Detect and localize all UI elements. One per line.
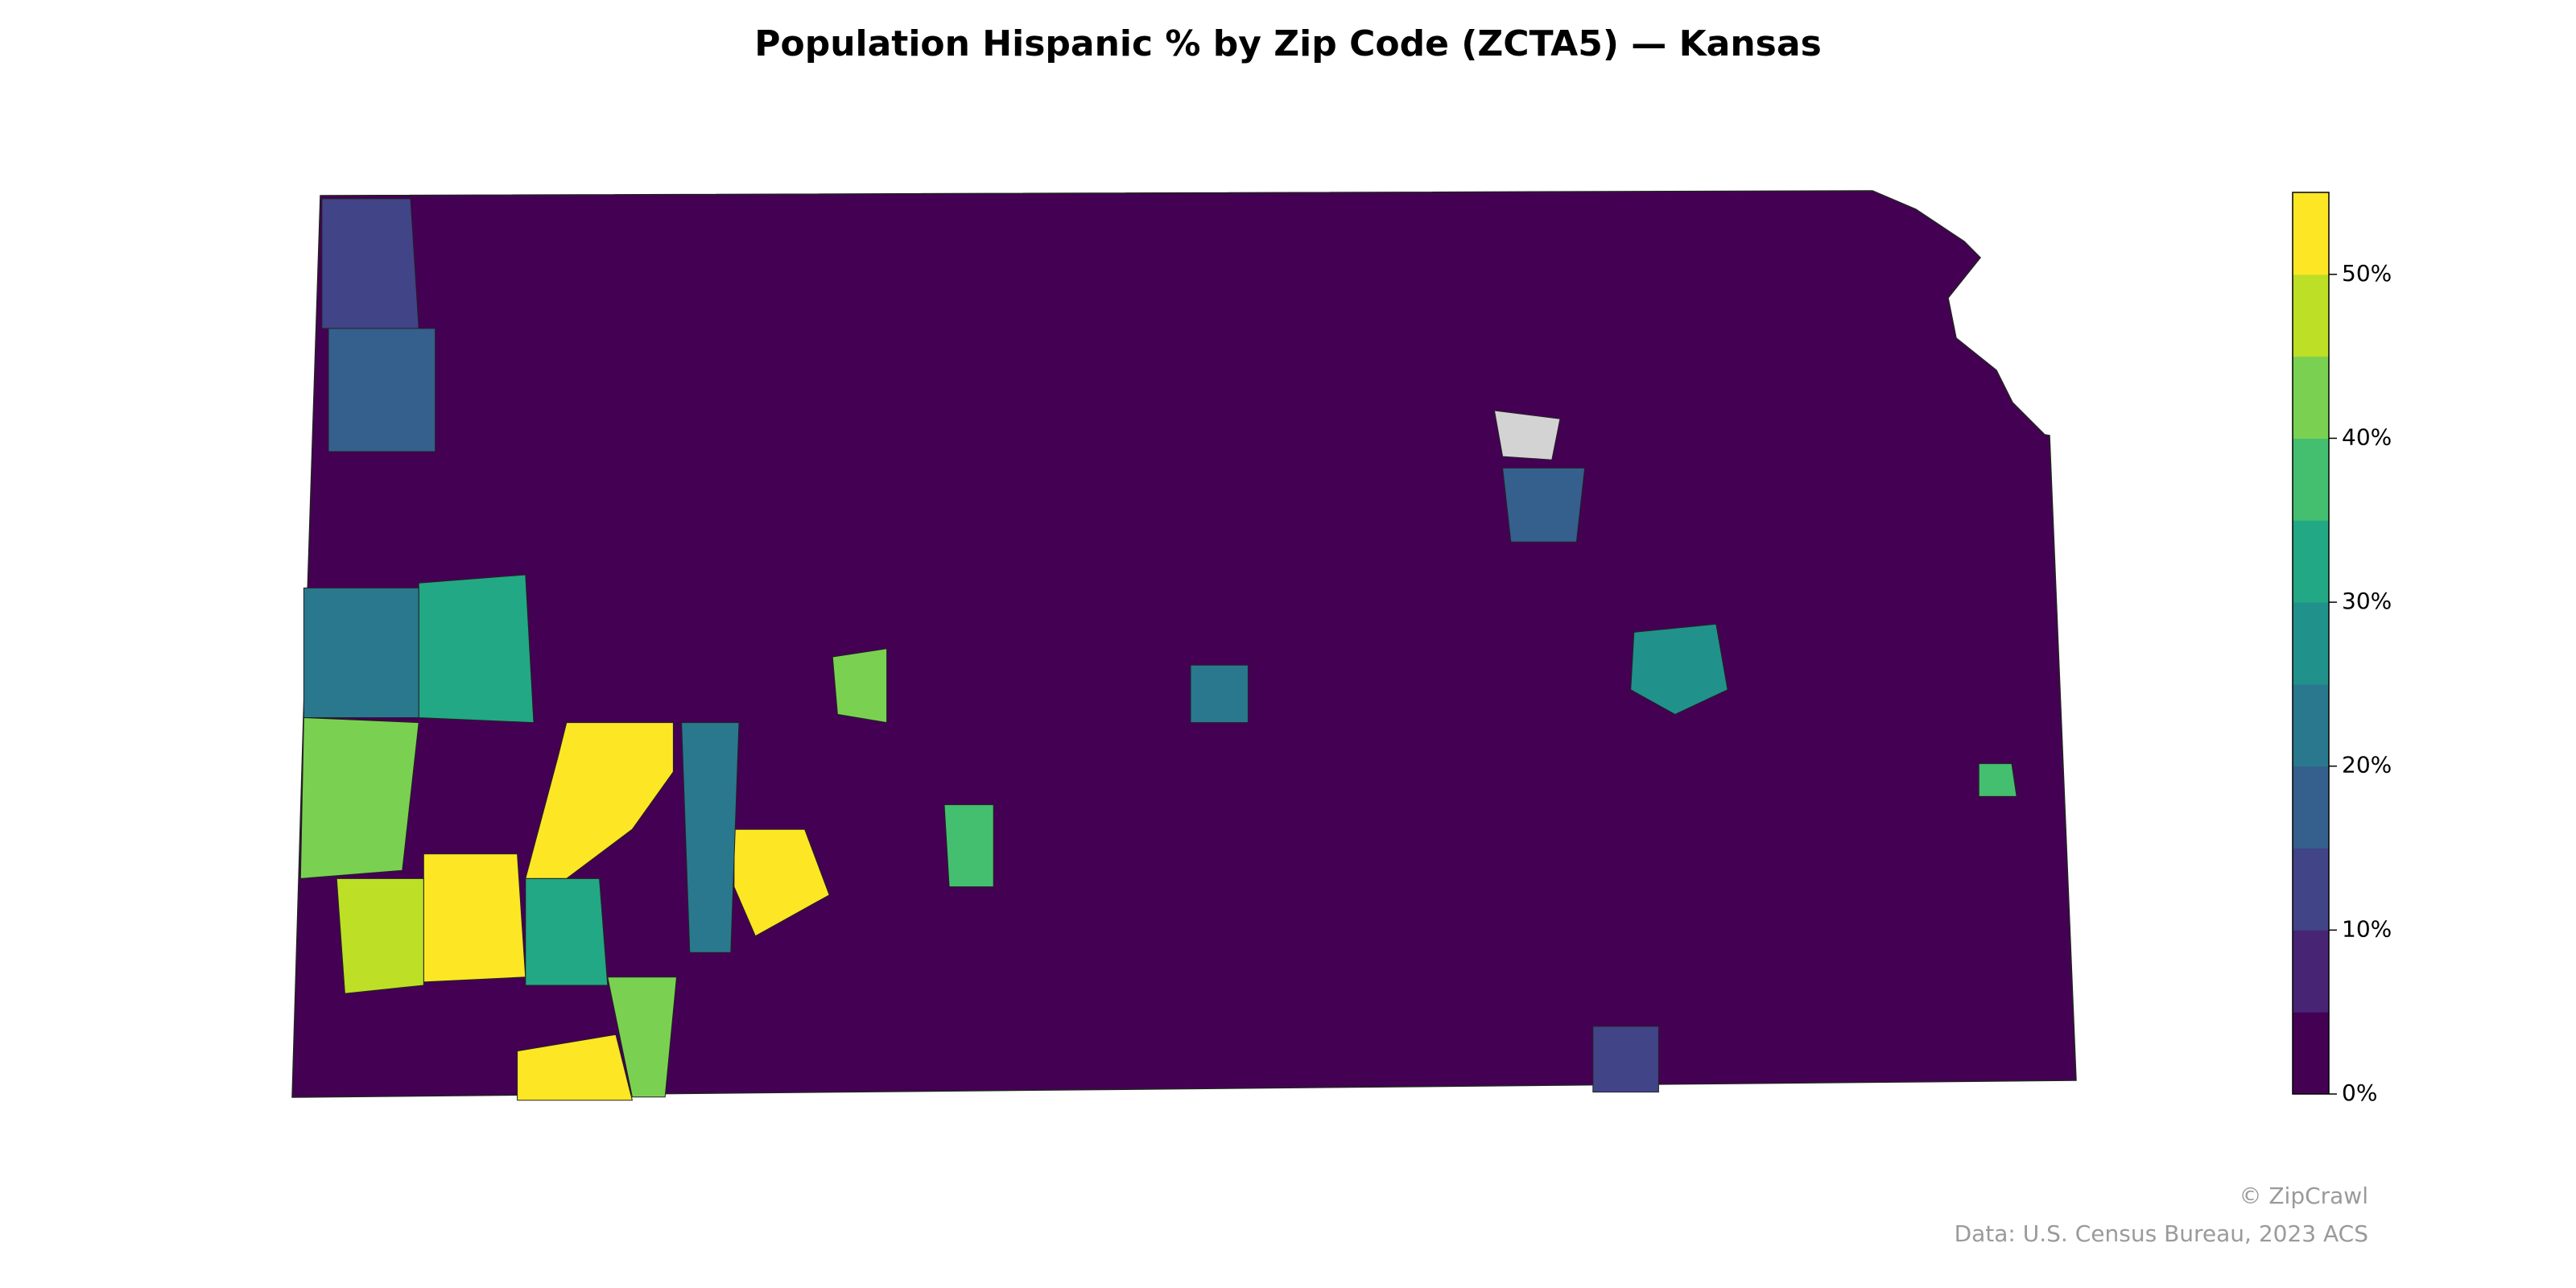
colorbar: 0% 10% 20% 30% 40% 50%: [2292, 192, 2392, 1106]
zip-region: [299, 716, 419, 879]
zip-region: [1978, 763, 2017, 797]
source: Data: U.S. Census Bureau, 2023 ACS: [1955, 1220, 2368, 1247]
colorbar-band: [2293, 848, 2329, 931]
zip-region: [517, 1034, 634, 1101]
colorbar-band: [2293, 683, 2329, 767]
credit: © ZipCrawl: [2239, 1183, 2368, 1209]
zip-region: [423, 853, 526, 983]
zip-region: [525, 877, 609, 986]
chart-title: Population Hispanic % by Zip Code (ZCTA5…: [754, 23, 1822, 64]
regions: [299, 198, 2017, 1101]
colorbar-band: [2293, 274, 2329, 357]
colorbar-band: [2293, 766, 2329, 849]
zip-region: [1592, 1026, 1659, 1093]
zip-region: [607, 976, 678, 1098]
colorbar-tick-label: 30%: [2342, 588, 2392, 614]
colorbar-tick-label: 20%: [2342, 752, 2392, 778]
zip-region: [1630, 623, 1728, 715]
colorbar-tick-label: 10%: [2342, 915, 2392, 942]
colorbar-band: [2293, 520, 2329, 603]
zip-region: [1190, 664, 1249, 724]
colorbar-band: [2293, 356, 2329, 439]
zip-region: [525, 722, 674, 879]
zip-region: [943, 804, 994, 888]
colorbar-band: [2293, 1012, 2329, 1095]
colorbar-band: [2293, 438, 2329, 521]
zip-region: [303, 587, 419, 718]
colorbar-tick-label: 50%: [2342, 260, 2392, 287]
zip-region: [328, 328, 436, 452]
colorbar-tick-label: 0%: [2342, 1080, 2377, 1106]
zip-region: [681, 722, 740, 953]
colorbar-band: [2293, 602, 2329, 685]
zip-region: [418, 574, 535, 724]
zip-region: [336, 877, 424, 994]
colorbar-band: [2293, 192, 2329, 275]
zip-region: [321, 198, 419, 329]
colorbar-band: [2293, 930, 2329, 1013]
zip-region: [1502, 467, 1586, 543]
colorbar-tick-label: 40%: [2342, 423, 2392, 450]
zip-region: [832, 648, 888, 724]
zip-region: [1493, 410, 1561, 460]
zip-region: [733, 828, 830, 937]
colorbar-frame: [2292, 192, 2330, 1095]
